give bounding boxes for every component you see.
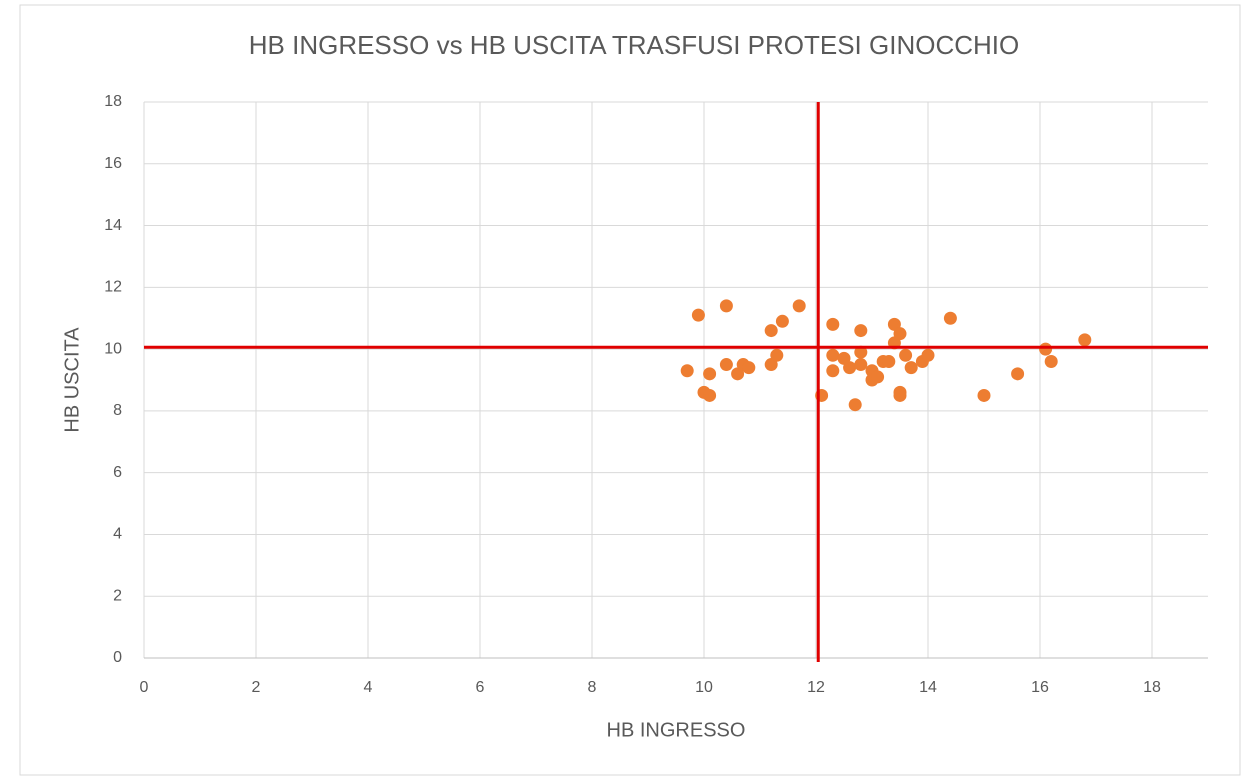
- x-tick-label: 18: [1143, 679, 1161, 696]
- y-tick-label: 12: [104, 279, 122, 296]
- point: [680, 364, 694, 378]
- point: [893, 388, 907, 402]
- chart-frame: [19, 4, 1241, 776]
- x-tick-label: 2: [252, 679, 261, 696]
- point: [1044, 354, 1058, 368]
- point: [770, 348, 784, 362]
- point: [703, 367, 717, 381]
- x-tick-label: 6: [476, 679, 485, 696]
- point: [792, 299, 806, 313]
- y-axis-label: HB USCITA: [61, 327, 83, 433]
- point: [719, 358, 733, 372]
- x-tick-label: 4: [364, 679, 373, 696]
- point: [904, 361, 918, 375]
- point: [893, 327, 907, 341]
- point: [921, 348, 935, 362]
- x-tick-label: 10: [695, 679, 713, 696]
- point: [1078, 333, 1092, 347]
- y-tick-label: 18: [104, 93, 122, 110]
- point: [826, 364, 840, 378]
- y-tick-label: 10: [104, 340, 122, 357]
- point: [691, 308, 705, 322]
- x-tick-label: 14: [919, 679, 937, 696]
- point: [764, 324, 778, 338]
- y-tick-label: 0: [113, 649, 122, 666]
- point: [854, 358, 868, 372]
- x-tick-label: 0: [140, 679, 149, 696]
- y-tick-label: 8: [113, 402, 122, 419]
- point: [826, 348, 840, 362]
- point: [848, 398, 862, 412]
- chart-title: HB INGRESSO vs HB USCITA TRASFUSI PROTES…: [249, 30, 1019, 60]
- point: [826, 317, 840, 331]
- point: [719, 299, 733, 313]
- point: [854, 324, 868, 338]
- point: [854, 345, 868, 359]
- point: [843, 361, 857, 375]
- x-tick-label: 8: [588, 679, 597, 696]
- point: [703, 388, 717, 402]
- x-tick-label: 16: [1031, 679, 1049, 696]
- y-tick-label: 6: [113, 464, 122, 481]
- point: [882, 354, 896, 368]
- point: [1011, 367, 1025, 381]
- x-tick-label: 12: [807, 679, 825, 696]
- point: [775, 314, 789, 328]
- y-tick-label: 14: [104, 217, 122, 234]
- point: [943, 311, 957, 325]
- point: [871, 370, 885, 384]
- y-tick-label: 2: [113, 587, 122, 604]
- x-axis-label: HB INGRESSO: [607, 719, 746, 741]
- y-tick-label: 4: [113, 526, 122, 543]
- point: [742, 361, 756, 375]
- point: [977, 388, 991, 402]
- point: [1039, 342, 1053, 356]
- point: [899, 348, 913, 362]
- y-tick-label: 16: [104, 155, 122, 172]
